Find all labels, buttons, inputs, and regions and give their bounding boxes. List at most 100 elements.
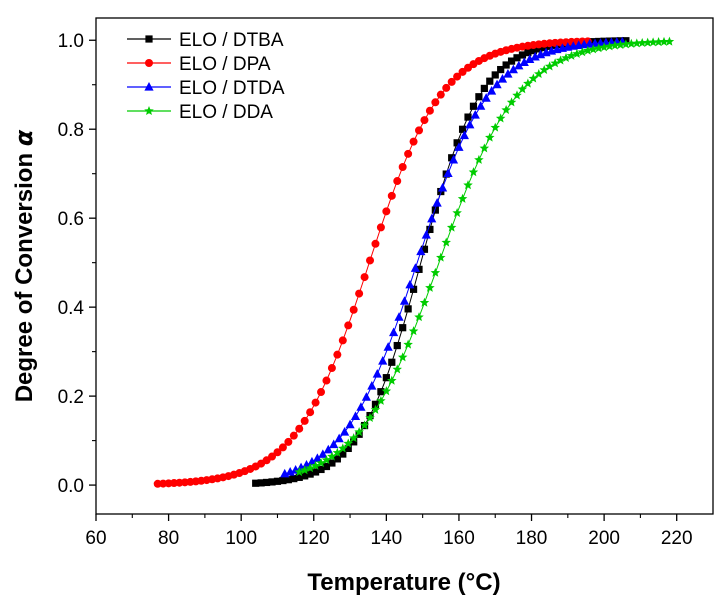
data-point [300,416,309,425]
data-point [447,77,456,86]
data-point [273,448,282,457]
data-point [381,386,392,396]
data-point [392,364,402,374]
data-point [372,368,382,378]
data-point [508,64,518,74]
y-tick-label: 0.2 [58,387,84,408]
data-point [431,98,440,107]
series-3 [294,36,675,477]
data-point [427,213,437,223]
data-point [479,143,490,153]
data-point [289,431,298,440]
data-point [463,180,473,190]
data-point [317,465,325,474]
data-point [464,113,472,121]
data-point [453,139,461,147]
data-point [393,341,401,350]
data-point [454,142,464,151]
data-point [664,36,675,46]
data-point [394,312,404,321]
data-point [432,197,442,207]
legend-marker [145,35,153,43]
data-point [421,230,431,239]
data-point [387,375,397,385]
data-point [295,424,304,433]
data-point [344,321,353,330]
data-point [475,93,483,101]
data-point [367,381,377,390]
data-point [523,78,533,88]
data-point [387,191,396,200]
data-point [486,77,494,85]
data-point [529,47,537,55]
data-point [252,479,260,487]
data-point [583,45,593,55]
data-point [446,222,457,232]
data-point [517,84,528,94]
data-point [589,38,597,46]
data-point [524,49,532,57]
y-tick-label: 1.0 [58,31,84,52]
legend-label: ELO / DDA [179,102,273,123]
data-point [378,356,388,365]
data-point [279,476,287,485]
data-point [480,84,488,93]
data-point [474,154,484,164]
data-point [312,453,322,462]
legend-item: ELO / DTDA [127,78,285,99]
x-tick-label: 180 [516,528,548,549]
data-point [355,430,363,438]
data-point [284,476,292,484]
data-point [415,265,423,273]
data-point [518,51,527,59]
data-point [525,54,535,64]
data-point [420,245,429,253]
data-point [502,61,510,69]
series-line [255,40,626,484]
data-point [448,154,459,164]
data-point [470,109,480,119]
data-point [257,479,265,487]
data-point [626,38,637,48]
data-point [278,443,287,452]
data-point [637,37,647,48]
data-point [262,478,271,487]
data-point [469,102,478,110]
data-point [383,342,393,351]
data-point [376,395,386,405]
data-point [408,326,419,336]
data-point [595,37,603,46]
data-point [495,113,506,123]
data-point [457,193,468,203]
data-point [306,470,314,478]
legend-item: ELO / DTBA [127,30,284,51]
data-point [366,256,375,265]
data-point [339,450,347,458]
data-point [468,167,479,177]
data-point [345,419,355,429]
data-point [490,122,500,132]
legend-marker [145,59,153,67]
data-point [539,64,549,75]
data-point [348,433,359,443]
data-point [268,478,276,486]
data-point [306,408,315,417]
data-point [328,459,336,467]
data-point [284,437,293,446]
series-0 [252,37,630,487]
y-tick-label: 0.8 [58,120,84,141]
x-tick-label: 100 [225,528,257,549]
data-point [497,65,505,74]
data-point [431,206,439,214]
data-point [332,447,343,457]
data-point [377,388,385,396]
y-tick-label: 0.6 [58,209,84,230]
data-point [599,42,609,52]
data-point [416,246,426,256]
data-point [604,41,615,51]
data-point [465,119,475,129]
data-point [458,125,467,133]
data-point [349,305,358,314]
series-line [284,41,623,475]
data-point [333,350,342,359]
